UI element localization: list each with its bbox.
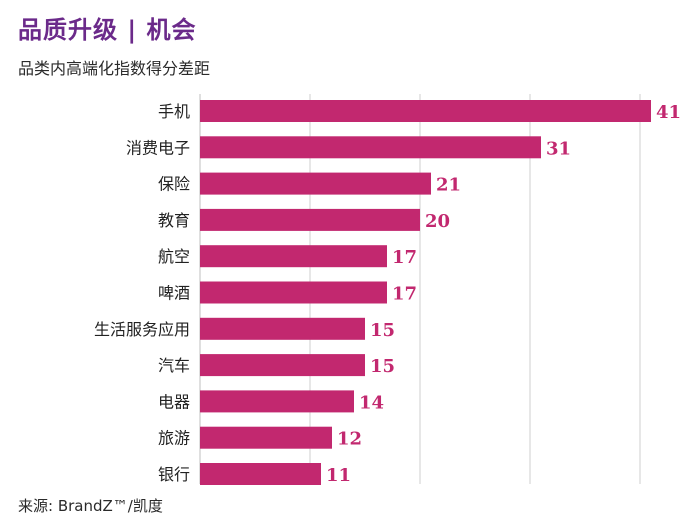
category-label: 航空 [158,247,190,266]
source-note: 来源: BrandZ™/凯度 [18,497,163,515]
data-label: 41 [656,102,681,123]
bar [200,390,354,413]
category-label: 电器 [158,392,190,411]
data-label: 15 [370,356,395,377]
chart-title: 品质升级 | 机会 [18,16,197,44]
category-label: 汽车 [158,356,190,375]
category-label: 教育 [158,211,190,230]
category-label: 银行 [158,465,190,484]
category-label: 啤酒 [158,284,190,303]
bar [200,172,431,195]
category-label: 手机 [158,102,190,121]
bar [200,208,420,231]
bar [200,354,365,377]
bar [200,463,321,485]
data-label: 15 [370,320,395,341]
data-label: 12 [337,429,362,450]
bar [200,136,541,159]
category-label: 保险 [158,175,190,194]
bar [200,426,332,449]
chart-subtitle: 品类内高端化指数得分差距 [18,59,211,78]
data-label: 17 [392,247,417,268]
data-label: 11 [326,465,351,486]
data-label: 31 [546,138,571,159]
bar [200,245,387,268]
category-label: 旅游 [158,429,190,448]
data-label: 14 [359,392,384,413]
bar [200,100,651,122]
bar [200,281,387,304]
data-label: 21 [436,175,461,196]
bar [200,317,365,340]
category-label: 消费电子 [126,138,190,157]
data-label: 20 [425,211,450,232]
data-label: 17 [392,284,417,305]
category-label: 生活服务应用 [94,320,190,339]
